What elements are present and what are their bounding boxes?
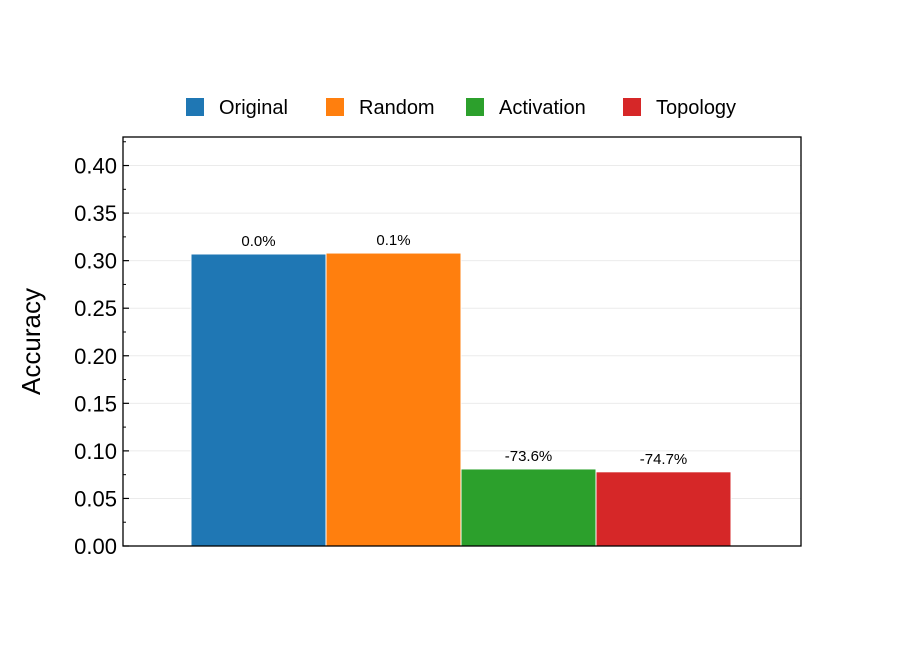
legend: Original Random Activation Topology — [186, 97, 736, 119]
y-tick-label: 0.00 — [74, 534, 117, 559]
plot-frame — [122, 136, 802, 547]
y-tick-label: 0.20 — [74, 344, 117, 369]
legend-label-original: Original — [219, 97, 288, 119]
bar-random — [325, 252, 462, 547]
y-tick-label: 0.35 — [74, 201, 117, 226]
bar-activation — [460, 468, 597, 547]
y-tick-label: 0.10 — [74, 439, 117, 464]
legend-swatch-activation — [466, 98, 484, 116]
y-axis-title: Accuracy — [16, 288, 46, 395]
bars — [190, 252, 732, 547]
y-tick-label: 0.15 — [74, 391, 117, 416]
legend-label-activation: Activation — [499, 97, 586, 119]
data-label-original: 0.0% — [241, 233, 275, 250]
data-labels: 0.0% 0.1% -73.6% -74.7% — [241, 232, 687, 468]
y-tick-label: 0.30 — [74, 249, 117, 274]
legend-label-random: Random — [359, 97, 435, 119]
y-tick-label: 0.05 — [74, 486, 117, 511]
y-axis: 0.00 0.05 0.10 0.15 0.20 0.25 0.30 0.35 0.40 — [74, 141, 129, 559]
y-tick-label: 0.25 — [74, 296, 117, 321]
bar-topology — [595, 471, 732, 547]
data-label-activation: -73.6% — [505, 448, 553, 465]
legend-swatch-random — [326, 98, 344, 116]
data-label-random: 0.1% — [376, 232, 410, 249]
legend-label-topology: Topology — [656, 97, 736, 119]
bar-original — [190, 253, 327, 547]
y-tick-label: 0.40 — [74, 154, 117, 179]
legend-swatch-topology — [623, 98, 641, 116]
data-label-topology: -74.7% — [640, 451, 688, 468]
legend-swatch-original — [186, 98, 204, 116]
